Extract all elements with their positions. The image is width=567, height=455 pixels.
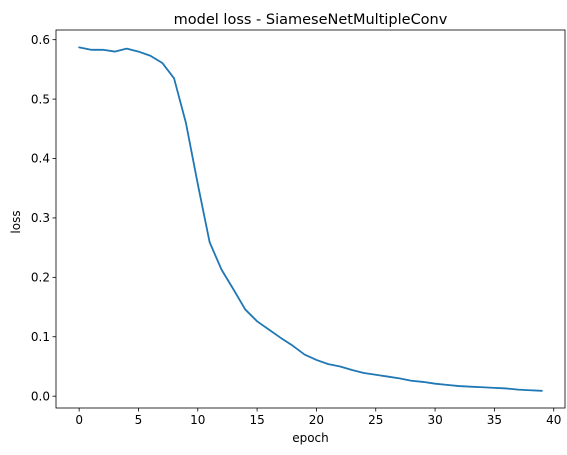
- x-tick-label: 10: [190, 413, 205, 427]
- x-tick-label: 0: [75, 413, 83, 427]
- y-tick-label: 0.4: [31, 152, 50, 166]
- y-tick-label: 0.1: [31, 330, 50, 344]
- ticks-layer: 0 5 10 15 20 25 30 35 40 0.0 0.1 0.2 0.3 0.4 0.5 0.6: [31, 33, 561, 427]
- x-tick-label: 40: [546, 413, 561, 427]
- x-tick-label: 35: [487, 413, 502, 427]
- y-tick-label: 0.5: [31, 92, 50, 106]
- x-tick-label: 5: [135, 413, 143, 427]
- y-axis-title: loss: [9, 210, 23, 233]
- x-tick-label: 15: [249, 413, 264, 427]
- loss-series-line: [78, 46, 543, 392]
- plot-frame: [55, 29, 566, 409]
- x-tick-label: 30: [427, 413, 442, 427]
- x-axis-title: epoch: [292, 431, 329, 445]
- plot-area: [78, 46, 543, 392]
- y-tick-label: 0.6: [31, 33, 50, 47]
- x-tick-label: 25: [368, 413, 383, 427]
- y-tick-label: 0.3: [31, 211, 50, 225]
- y-tick-label: 0.0: [31, 389, 50, 403]
- chart-title: model loss - SiameseNetMultipleConv: [174, 12, 448, 28]
- y-tick-label: 0.2: [31, 271, 50, 285]
- x-tick-label: 20: [309, 413, 324, 427]
